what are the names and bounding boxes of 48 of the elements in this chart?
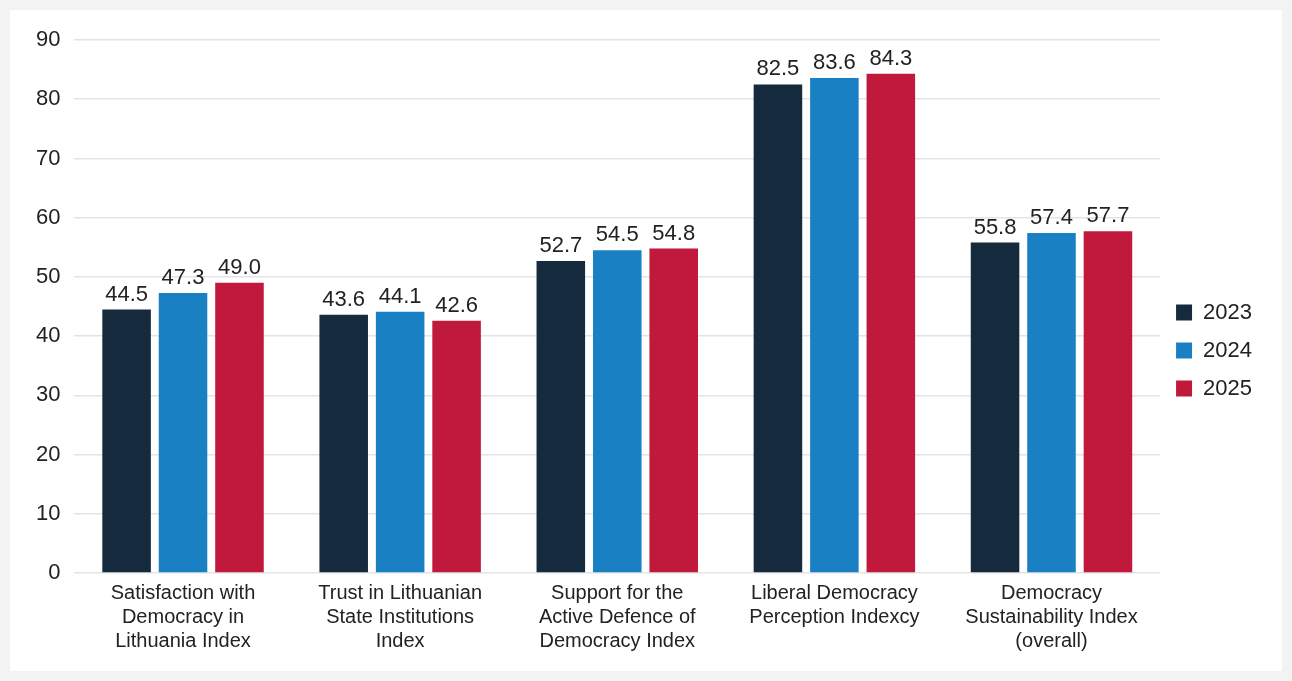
data-label: 42.6 (435, 291, 479, 317)
bar (1083, 231, 1133, 573)
data-label: 43.6 (322, 285, 366, 311)
y-tick-label: 80 (35, 85, 61, 111)
data-label: 84.3 (869, 44, 913, 70)
bar (753, 84, 803, 573)
bar (319, 314, 368, 573)
bar (970, 242, 1020, 573)
data-label: 49.0 (218, 253, 261, 279)
bar (649, 248, 698, 573)
x-tick-label: Liberal Democracy Perception Indexcy (749, 580, 920, 627)
data-label: 83.6 (812, 48, 856, 74)
legend-label: 2024 (1203, 336, 1253, 362)
bar (810, 77, 859, 573)
bar (1027, 233, 1076, 573)
data-label: 55.8 (973, 213, 1017, 239)
data-label: 57.7 (1086, 202, 1130, 228)
y-tick-label: 50 (35, 262, 61, 288)
legend-label: 2025 (1203, 374, 1253, 400)
x-tick-label: Trust in Lithuanian State Institutions Index (318, 580, 483, 651)
y-tick-label: 60 (35, 203, 61, 229)
y-tick-label: 30 (35, 381, 61, 407)
bar (536, 260, 586, 573)
y-tick-label: 40 (35, 322, 61, 348)
data-label: 82.5 (756, 55, 800, 81)
legend-label: 2023 (1203, 298, 1253, 324)
data-label: 44.1 (378, 282, 422, 308)
bar (432, 320, 481, 573)
y-tick-label: 0 (48, 559, 61, 585)
y-tick-label: 20 (35, 440, 61, 466)
data-label: 47.3 (161, 263, 205, 289)
x-tick-label: Support for the Active Defence of Democracy Index (538, 580, 697, 651)
y-tick-label: 10 (35, 499, 61, 525)
bar (592, 250, 642, 573)
data-label: 52.7 (539, 231, 583, 257)
bar (102, 309, 151, 573)
data-label: 57.4 (1030, 204, 1073, 230)
bar (158, 292, 208, 573)
data-label: 54.5 (595, 221, 639, 247)
x-tick-label: Democracy Sustainability Index (overall) (965, 580, 1138, 651)
bar (375, 311, 425, 573)
data-label: 54.8 (652, 219, 696, 245)
data-label: 44.5 (105, 280, 148, 306)
y-tick-label: 90 (35, 26, 61, 52)
y-tick-label: 70 (35, 144, 61, 170)
bar (866, 73, 916, 573)
bar (215, 282, 264, 573)
x-tick-label: Satisfaction with Democracy in Lithuania Index (110, 580, 256, 651)
